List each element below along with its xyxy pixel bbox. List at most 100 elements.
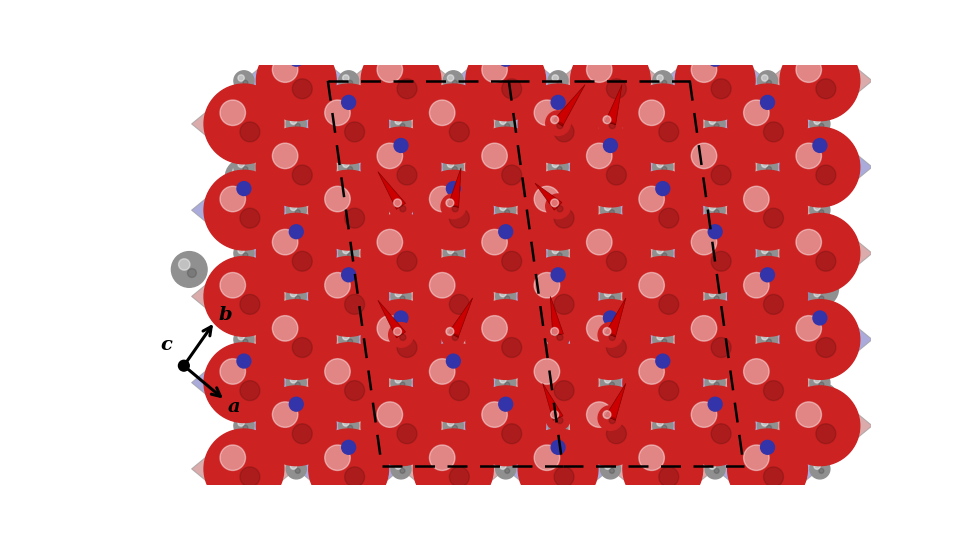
Circle shape: [361, 214, 441, 293]
Circle shape: [810, 200, 830, 220]
Circle shape: [691, 402, 717, 427]
Circle shape: [714, 123, 720, 129]
Circle shape: [556, 205, 563, 212]
Circle shape: [292, 251, 313, 271]
Circle shape: [757, 243, 778, 263]
Circle shape: [502, 165, 521, 185]
Circle shape: [204, 257, 284, 336]
Circle shape: [714, 468, 720, 474]
Circle shape: [397, 165, 417, 185]
Polygon shape: [401, 81, 506, 167]
Circle shape: [658, 122, 679, 142]
Circle shape: [234, 416, 254, 436]
Circle shape: [292, 424, 313, 444]
Circle shape: [819, 382, 823, 387]
Circle shape: [395, 377, 401, 383]
Circle shape: [816, 337, 836, 358]
Circle shape: [816, 251, 836, 271]
Polygon shape: [191, 81, 296, 167]
Circle shape: [225, 290, 261, 326]
Circle shape: [571, 386, 651, 465]
Circle shape: [377, 316, 403, 341]
Circle shape: [240, 208, 260, 228]
Circle shape: [500, 118, 506, 124]
Circle shape: [237, 181, 251, 196]
Circle shape: [609, 123, 616, 129]
Polygon shape: [558, 296, 663, 383]
Circle shape: [705, 459, 725, 479]
Circle shape: [361, 386, 441, 465]
Polygon shape: [244, 296, 349, 383]
Circle shape: [400, 468, 405, 474]
Polygon shape: [535, 183, 562, 210]
Circle shape: [345, 122, 364, 142]
Circle shape: [556, 123, 563, 129]
Circle shape: [450, 380, 469, 401]
Circle shape: [548, 416, 568, 436]
Polygon shape: [716, 340, 820, 426]
Circle shape: [348, 253, 352, 258]
Circle shape: [500, 204, 506, 210]
Circle shape: [232, 382, 244, 393]
Circle shape: [639, 186, 664, 212]
Polygon shape: [558, 124, 663, 210]
Circle shape: [391, 459, 411, 479]
Circle shape: [256, 41, 336, 120]
Circle shape: [534, 445, 559, 470]
Polygon shape: [663, 38, 767, 124]
Polygon shape: [767, 38, 872, 124]
Polygon shape: [606, 298, 626, 337]
Polygon shape: [767, 296, 872, 383]
Polygon shape: [191, 167, 296, 253]
Circle shape: [243, 167, 248, 172]
Circle shape: [556, 417, 563, 423]
Circle shape: [763, 380, 784, 401]
Circle shape: [655, 181, 670, 196]
Circle shape: [519, 257, 598, 336]
Circle shape: [658, 467, 679, 487]
Circle shape: [256, 386, 336, 465]
Text: c: c: [161, 336, 173, 354]
Circle shape: [708, 397, 722, 411]
Circle shape: [814, 463, 820, 469]
Circle shape: [348, 167, 352, 172]
Circle shape: [393, 199, 401, 207]
Text: b: b: [218, 306, 232, 324]
Circle shape: [744, 445, 769, 470]
Circle shape: [500, 377, 506, 383]
Circle shape: [505, 210, 510, 215]
Circle shape: [220, 359, 246, 384]
Circle shape: [552, 247, 558, 253]
Circle shape: [765, 388, 774, 397]
Circle shape: [586, 143, 612, 168]
Polygon shape: [716, 81, 820, 167]
Circle shape: [496, 373, 516, 392]
Circle shape: [639, 100, 664, 125]
Circle shape: [400, 123, 405, 129]
Circle shape: [447, 181, 460, 196]
Circle shape: [714, 210, 720, 215]
Circle shape: [653, 71, 673, 91]
Circle shape: [810, 390, 821, 401]
Circle shape: [546, 194, 570, 219]
Circle shape: [705, 114, 725, 134]
Circle shape: [766, 339, 772, 344]
Circle shape: [796, 57, 821, 82]
Circle shape: [656, 334, 663, 340]
Circle shape: [448, 420, 453, 426]
Circle shape: [760, 440, 775, 454]
Circle shape: [554, 467, 574, 487]
Circle shape: [452, 339, 457, 344]
Circle shape: [810, 373, 830, 392]
Circle shape: [780, 386, 859, 465]
Circle shape: [452, 167, 457, 172]
Polygon shape: [716, 167, 820, 253]
Circle shape: [711, 251, 731, 271]
Circle shape: [348, 425, 352, 430]
Circle shape: [675, 127, 755, 207]
Circle shape: [766, 425, 772, 430]
Circle shape: [534, 100, 559, 125]
Circle shape: [290, 118, 297, 124]
Circle shape: [496, 459, 516, 479]
Circle shape: [604, 290, 611, 297]
